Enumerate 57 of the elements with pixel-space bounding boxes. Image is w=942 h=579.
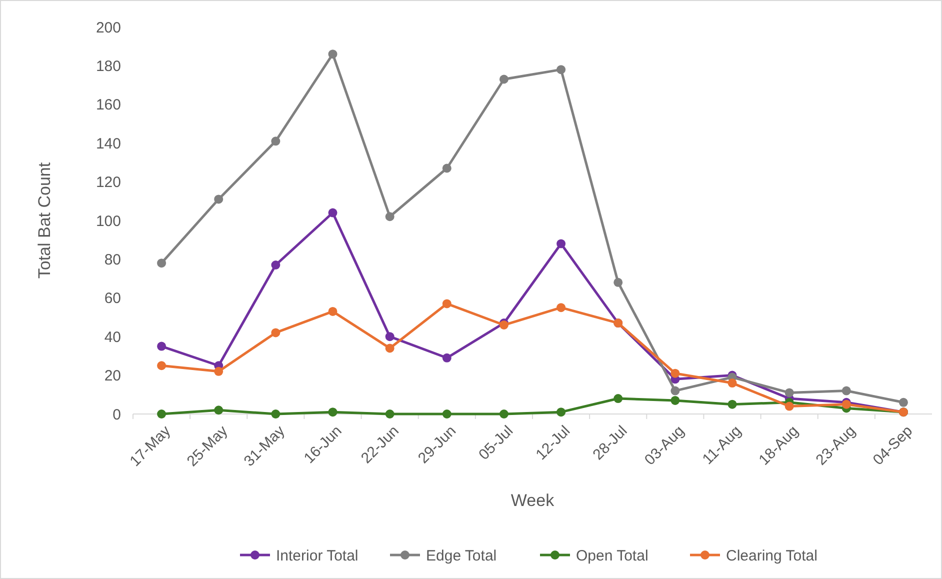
- point: [898, 398, 908, 407]
- point: [670, 386, 680, 396]
- y-tick-label: 180: [96, 58, 121, 75]
- y-tick-label: 40: [104, 328, 121, 346]
- point: [442, 410, 452, 418]
- y-tick-label: 160: [96, 96, 121, 114]
- y-axis-title: Total Bat Count: [35, 162, 54, 279]
- point: [157, 258, 166, 268]
- y-tick-label: 20: [104, 368, 121, 385]
- point: [328, 208, 338, 218]
- point: [271, 136, 280, 146]
- point: [328, 408, 338, 417]
- point: [214, 406, 224, 415]
- legend-label: Interior Total: [276, 547, 358, 564]
- point: [328, 306, 338, 316]
- y-tick-label: 0: [112, 406, 121, 424]
- point: [499, 74, 508, 84]
- y-tick-label: 80: [104, 251, 121, 268]
- point: [271, 328, 280, 338]
- y-tick-label: 140: [96, 135, 121, 152]
- point: [271, 260, 280, 270]
- point: [614, 394, 623, 404]
- point: [385, 332, 394, 342]
- point: [157, 361, 166, 370]
- legend-label: Open Total: [576, 547, 648, 564]
- legend-label: Clearing Total: [726, 547, 818, 564]
- point: [728, 400, 737, 409]
- y-tick-label: 120: [96, 174, 121, 192]
- point: [214, 194, 224, 204]
- x-axis-title: Week: [510, 491, 555, 510]
- point: [442, 353, 452, 362]
- point: [784, 402, 794, 411]
- point: [157, 342, 166, 351]
- point: [556, 303, 566, 312]
- point: [670, 396, 680, 405]
- y-tick-label: 200: [96, 19, 121, 36]
- point: [328, 50, 338, 59]
- point: [442, 164, 452, 173]
- y-tick-label: 60: [104, 290, 121, 308]
- point: [214, 366, 224, 376]
- point: [556, 239, 566, 248]
- point: [784, 388, 794, 398]
- point: [728, 378, 737, 388]
- point: [385, 344, 394, 353]
- legend-label: Edge Total: [426, 547, 497, 564]
- point: [842, 386, 851, 396]
- point: [271, 410, 280, 418]
- point: [385, 212, 394, 222]
- point: [556, 65, 566, 74]
- point: [670, 368, 680, 378]
- point: [556, 408, 566, 417]
- point: [157, 410, 166, 418]
- point: [614, 278, 623, 287]
- point: [385, 410, 394, 418]
- point: [499, 410, 508, 418]
- point: [442, 299, 452, 308]
- y-tick-label: 100: [96, 212, 121, 230]
